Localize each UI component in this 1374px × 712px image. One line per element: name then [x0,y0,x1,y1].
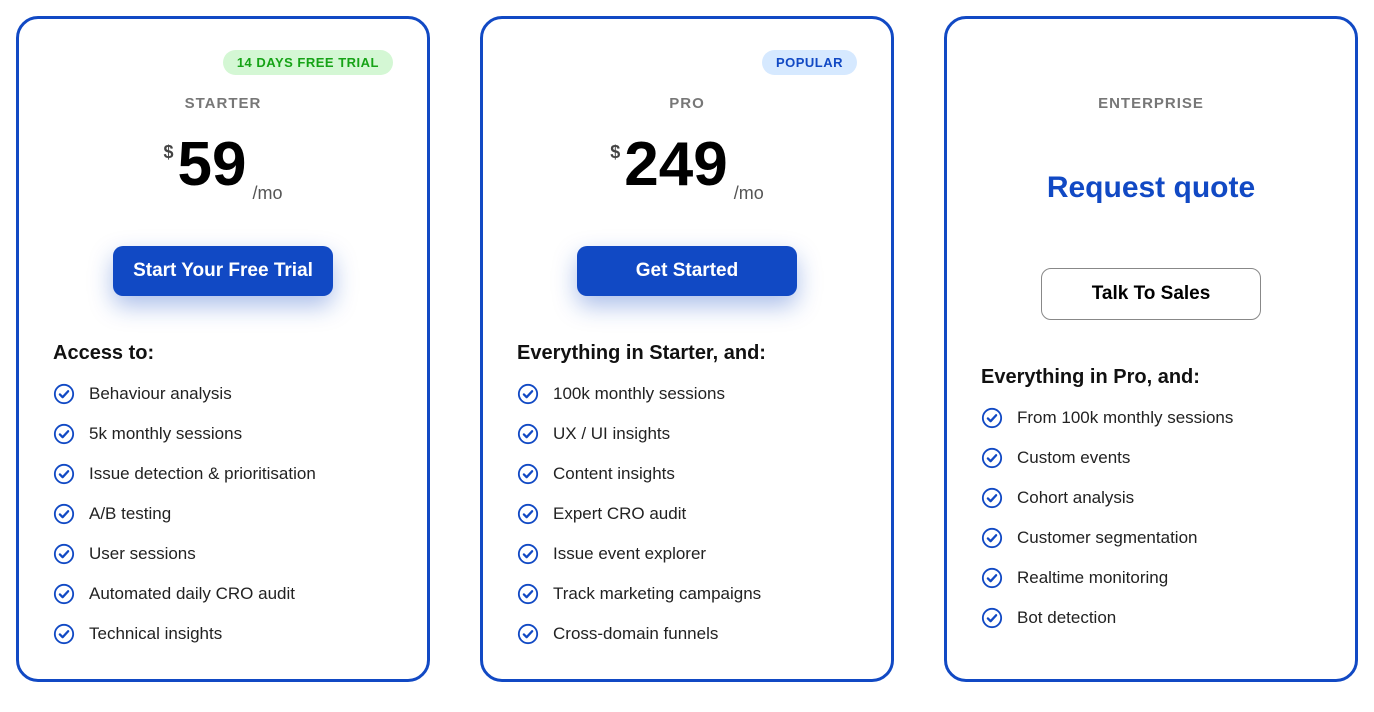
feature-item: Track marketing campaigns [517,583,857,605]
check-circle-icon [981,407,1003,429]
tier-name: STARTER [53,95,393,112]
features-heading: Access to: [53,342,393,365]
feature-text: Track marketing campaigns [553,584,761,604]
badge-row: 14 DAYS FREE TRIAL [53,47,393,77]
currency-symbol: $ [610,142,620,163]
check-circle-icon [53,583,75,605]
feature-item: UX / UI insights [517,423,857,445]
check-circle-icon [53,463,75,485]
feature-item: Issue event explorer [517,543,857,565]
check-circle-icon [517,503,539,525]
feature-item: Customer segmentation [981,527,1321,549]
feature-item: User sessions [53,543,393,565]
feature-text: A/B testing [89,504,171,524]
feature-text: Customer segmentation [1017,528,1197,548]
feature-text: Automated daily CRO audit [89,584,295,604]
check-circle-icon [517,583,539,605]
feature-list-starter: Behaviour analysis 5k monthly sessions Iss… [53,383,393,645]
check-circle-icon [53,383,75,405]
feature-item: Automated daily CRO audit [53,583,393,605]
check-circle-icon [517,463,539,485]
feature-item: Bot detection [981,607,1321,629]
feature-item: Expert CRO audit [517,503,857,525]
feature-item: Behaviour analysis [53,383,393,405]
feature-list-pro: 100k monthly sessions UX / UI insights Con… [517,383,857,645]
feature-item: Cross-domain funnels [517,623,857,645]
feature-item: Custom events [981,447,1321,469]
feature-text: Expert CRO audit [553,504,686,524]
pricing-card-pro: POPULAR PRO $ 249 /mo Get Started Everyt… [480,16,894,682]
feature-text: Realtime monitoring [1017,568,1168,588]
feature-item: 5k monthly sessions [53,423,393,445]
feature-text: Cross-domain funnels [553,624,718,644]
check-circle-icon [517,383,539,405]
feature-list-enterprise: From 100k monthly sessions Custom events C… [981,407,1321,629]
check-circle-icon [981,607,1003,629]
price-value: 249 [624,134,727,196]
feature-item: Issue detection & prioritisation [53,463,393,485]
currency-symbol: $ [164,142,174,163]
check-circle-icon [517,623,539,645]
feature-text: Behaviour analysis [89,384,232,404]
feature-text: 5k monthly sessions [89,424,242,444]
pricing-card-starter: 14 DAYS FREE TRIAL STARTER $ 59 /mo Star… [16,16,430,682]
check-circle-icon [981,527,1003,549]
talk-to-sales-button[interactable]: Talk To Sales [1041,268,1261,320]
badge-row [981,47,1321,77]
feature-text: 100k monthly sessions [553,384,725,404]
check-circle-icon [53,503,75,525]
check-circle-icon [981,567,1003,589]
check-circle-icon [53,423,75,445]
feature-item: A/B testing [53,503,393,525]
start-free-trial-button[interactable]: Start Your Free Trial [113,246,333,296]
feature-item: Content insights [517,463,857,485]
feature-text: Technical insights [89,624,222,644]
feature-text: User sessions [89,544,196,564]
price-block: $ 59 /mo [53,134,393,214]
check-circle-icon [981,447,1003,469]
pricing-card-enterprise: ENTERPRISE Request quote Talk To Sales E… [944,16,1358,682]
tier-name: PRO [517,95,857,112]
feature-text: UX / UI insights [553,424,670,444]
feature-item: 100k monthly sessions [517,383,857,405]
features-heading: Everything in Starter, and: [517,342,857,365]
check-circle-icon [53,543,75,565]
features-heading: Everything in Pro, and: [981,366,1321,389]
check-circle-icon [517,543,539,565]
trial-badge: 14 DAYS FREE TRIAL [223,50,393,75]
pricing-row: 14 DAYS FREE TRIAL STARTER $ 59 /mo Star… [16,16,1358,682]
feature-item: Realtime monitoring [981,567,1321,589]
feature-item: Cohort analysis [981,487,1321,509]
popular-badge: POPULAR [762,50,857,75]
price-period: /mo [734,183,764,204]
feature-text: Custom events [1017,448,1130,468]
request-quote-label: Request quote [981,148,1321,228]
tier-name: ENTERPRISE [981,95,1321,112]
feature-text: Issue detection & prioritisation [89,464,316,484]
price-block: $ 249 /mo [517,134,857,214]
get-started-button[interactable]: Get Started [577,246,797,296]
check-circle-icon [981,487,1003,509]
feature-text: Cohort analysis [1017,488,1134,508]
feature-item: From 100k monthly sessions [981,407,1321,429]
badge-row: POPULAR [517,47,857,77]
check-circle-icon [517,423,539,445]
feature-text: Issue event explorer [553,544,706,564]
price-period: /mo [252,183,282,204]
feature-text: From 100k monthly sessions [1017,408,1233,428]
feature-text: Bot detection [1017,608,1116,628]
price-value: 59 [178,134,247,196]
feature-item: Technical insights [53,623,393,645]
check-circle-icon [53,623,75,645]
feature-text: Content insights [553,464,675,484]
